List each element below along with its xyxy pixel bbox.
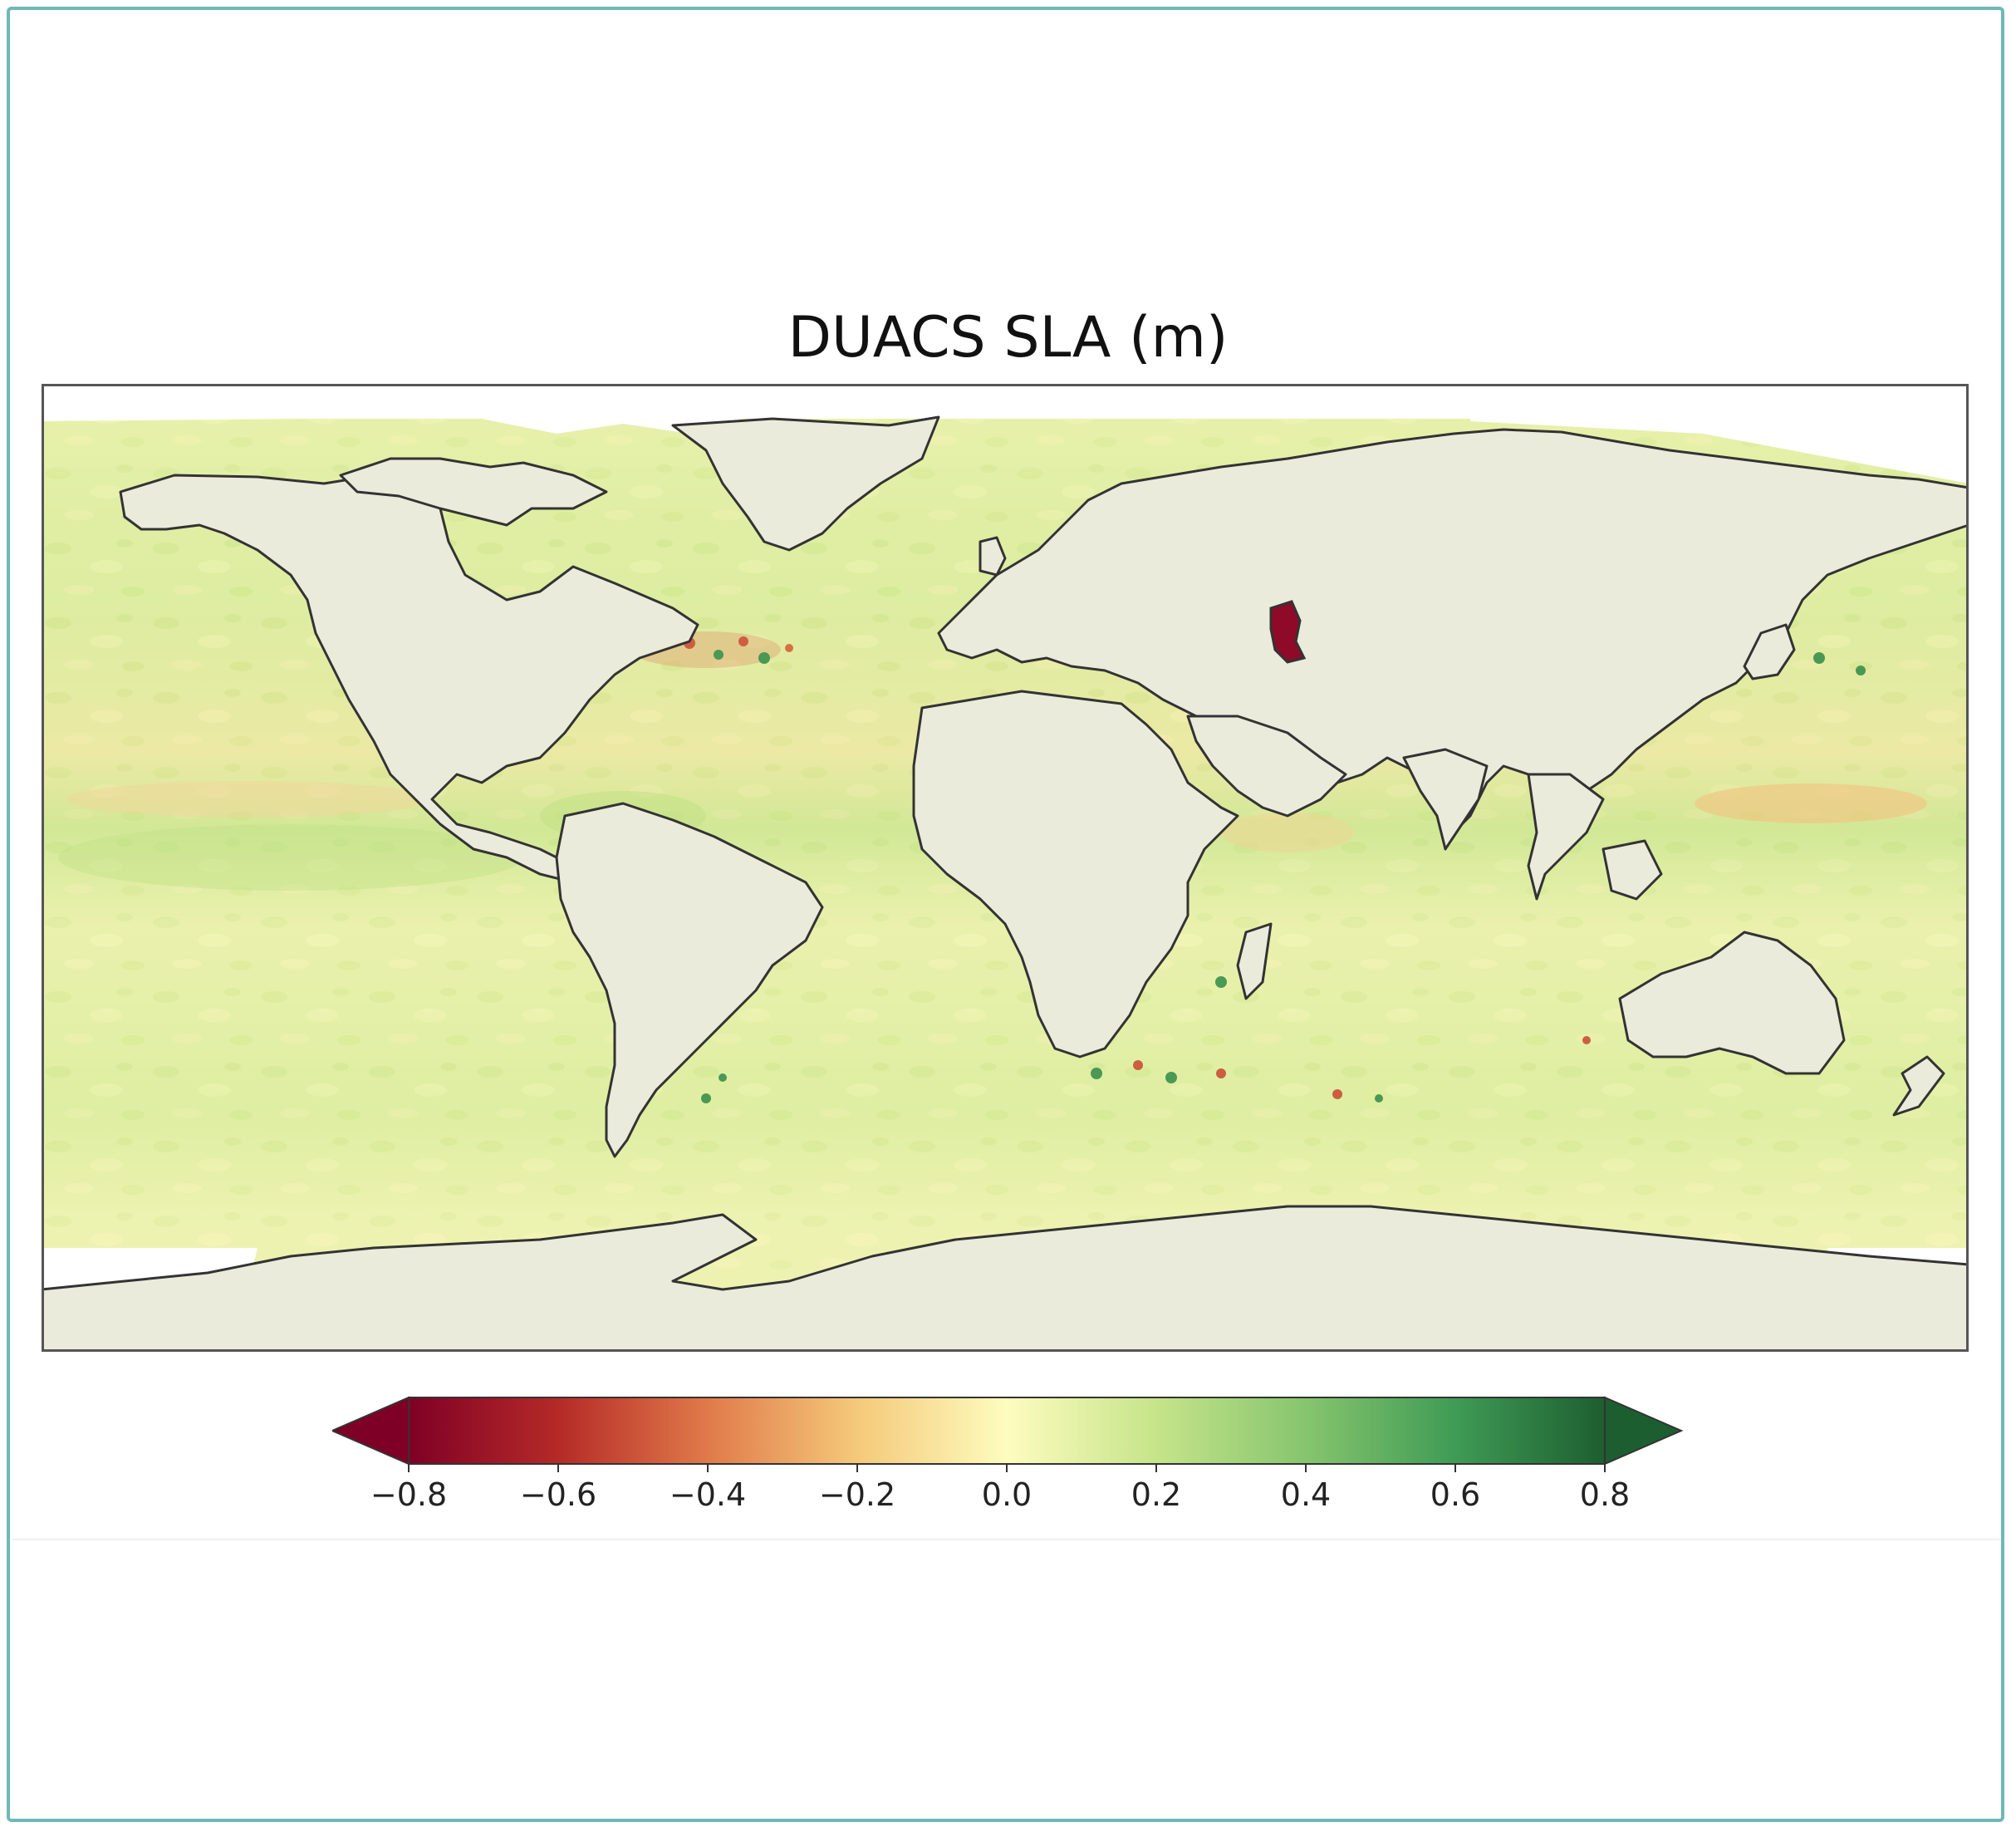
no-data-north-pacific-arctic	[42, 384, 739, 434]
japan-land	[1743, 623, 1796, 680]
colorbar-tick-label: −0.8	[370, 1476, 447, 1512]
colorbar-tick-label: 0.6	[1430, 1476, 1480, 1512]
indochina-land	[1527, 773, 1605, 901]
arabia-land	[1186, 715, 1347, 818]
new-zealand-land	[1892, 1055, 1945, 1117]
south-america-land	[555, 802, 824, 1158]
land-masses	[42, 415, 1969, 1352]
colorbar-ticks: −0.8 −0.6 −0.4 −0.2 0.0 0.2 0.4 0.6 0.8	[370, 1464, 1630, 1512]
colorbar-tick-label: −0.2	[819, 1476, 895, 1512]
figure-frame	[7, 7, 2004, 1822]
map-border	[42, 384, 1969, 1352]
colorbar-tick-label: −0.4	[670, 1476, 746, 1512]
africa-land	[912, 690, 1239, 1058]
colorbar-tick-label: −0.6	[520, 1476, 596, 1512]
sla-eddy-features	[58, 631, 1927, 1103]
colorbar: −0.8 −0.6 −0.4 −0.2 0.0 0.2 0.4 0.6 0.8	[332, 1396, 1684, 1512]
colorbar-tick-label: 0.8	[1580, 1476, 1630, 1512]
india-land	[1402, 748, 1489, 851]
antarctica-land	[42, 1205, 1969, 1352]
uk-land	[979, 536, 1007, 577]
colorbar-tick-label: 0.4	[1281, 1476, 1331, 1512]
colorbar-gradient	[408, 1397, 1606, 1465]
world-map	[42, 384, 1969, 1352]
colorbar-tick-label: 0.2	[1131, 1476, 1181, 1512]
north-america-land	[119, 474, 699, 884]
australia-land	[1618, 931, 1846, 1075]
greenland-land	[671, 415, 940, 552]
divider	[12, 1539, 2001, 1540]
colorbar-extend-low	[332, 1396, 410, 1466]
borneo-land	[1602, 839, 1663, 901]
madagascar-land	[1236, 922, 1273, 1000]
no-data-east-arctic	[1470, 384, 1969, 484]
colorbar-extend-high	[1604, 1396, 1684, 1466]
map-title: DUACS SLA (m)	[787, 305, 1229, 371]
colorbar-tick-label: 0.0	[982, 1476, 1032, 1512]
caspian-sea	[1269, 600, 1307, 664]
arctic-archipelago-land	[339, 457, 608, 527]
